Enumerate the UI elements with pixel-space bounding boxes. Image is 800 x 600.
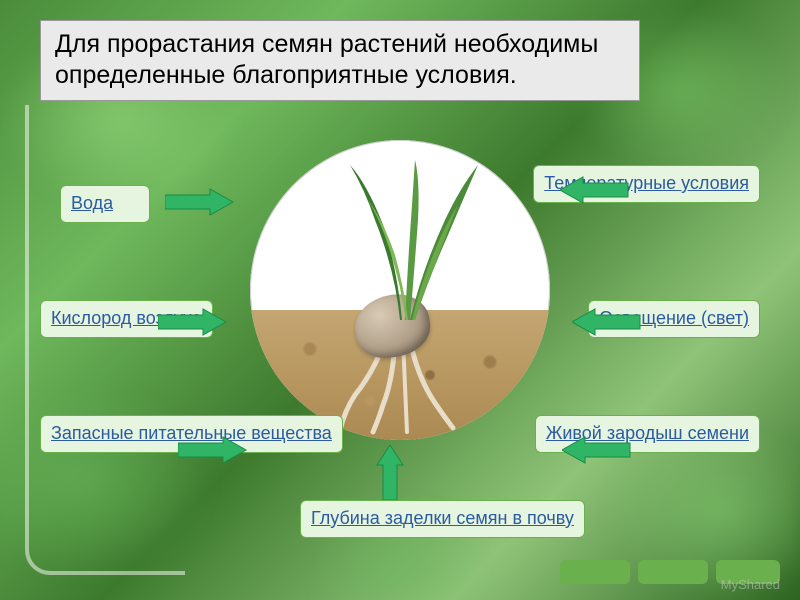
label-text: Глубина заделки семян в почву — [311, 508, 574, 528]
label-depth: Глубина заделки семян в почву — [300, 500, 585, 538]
label-text: Вода — [71, 193, 113, 213]
arrow-icon — [158, 307, 228, 337]
title-box: Для прорастания семян растений необходим… — [40, 20, 640, 101]
center-diagram — [250, 140, 550, 440]
title-text: Для прорастания семян растений необходим… — [55, 30, 598, 89]
arrow-icon — [572, 307, 642, 337]
watermark: MyShared — [721, 577, 780, 592]
arrow-icon — [165, 187, 235, 217]
arrow-icon — [560, 175, 630, 205]
label-water: Вода — [60, 185, 150, 223]
arrow-icon — [375, 445, 405, 500]
decorative-frame — [25, 105, 185, 575]
arrow-icon — [178, 435, 248, 465]
arrow-icon — [562, 435, 632, 465]
watermark-text: MyShared — [721, 577, 780, 592]
